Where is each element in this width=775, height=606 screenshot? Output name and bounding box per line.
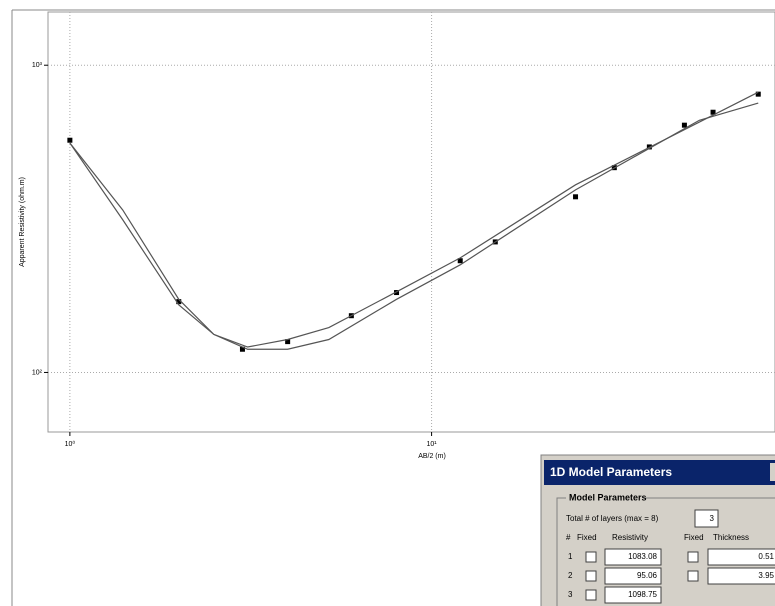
dialog-title: 1D Model Parameters bbox=[550, 465, 672, 479]
header: # bbox=[566, 533, 571, 542]
data-point bbox=[176, 299, 182, 305]
data-point bbox=[681, 122, 687, 128]
fixed-checkbox[interactable] bbox=[585, 570, 597, 582]
thickness-value: 3.95 bbox=[758, 571, 774, 580]
y-axis-label: Apparent Resistivity (ohm.m) bbox=[19, 177, 26, 267]
plot-frame bbox=[47, 11, 775, 433]
y-tick-label: 10² bbox=[32, 369, 43, 376]
data-point bbox=[755, 91, 761, 97]
resistivity-input[interactable] bbox=[604, 548, 662, 566]
header: Fixed bbox=[577, 533, 597, 542]
close-button[interactable] bbox=[770, 463, 775, 481]
data-point bbox=[67, 137, 73, 143]
fit-line bbox=[69, 91, 759, 348]
data-point bbox=[239, 346, 245, 352]
x-axis-label: AB/2 (m) bbox=[418, 453, 446, 460]
x-tick-label: 10⁰ bbox=[65, 440, 76, 448]
row-number: 3 bbox=[568, 590, 573, 599]
resistivity-value: 1098.75 bbox=[628, 590, 657, 599]
layers-label: Total # of layers (max = 8) bbox=[566, 514, 659, 523]
rows: 1 1083.08 0.51 2 95.06 3.95 3 1098.75 bbox=[568, 548, 775, 604]
layers-input[interactable] bbox=[694, 509, 719, 528]
fit-line bbox=[69, 102, 759, 350]
group-label-bg bbox=[566, 492, 644, 504]
data-point bbox=[457, 258, 463, 264]
resistivity-value: 1083.08 bbox=[628, 552, 657, 561]
dialog[interactable]: 1D Model Parameters Model Parameters Tot… bbox=[540, 454, 775, 606]
group-box bbox=[556, 497, 775, 606]
resistivity-input[interactable] bbox=[604, 586, 662, 604]
fixed-checkbox[interactable] bbox=[585, 589, 597, 601]
fixed-checkbox[interactable] bbox=[687, 570, 699, 582]
title-bar bbox=[544, 460, 775, 485]
resistivity-value: 95.06 bbox=[637, 571, 658, 580]
header: Thickness bbox=[713, 533, 749, 542]
data-point bbox=[573, 194, 579, 200]
data-point bbox=[710, 109, 716, 115]
thickness-value: 0.51 bbox=[758, 552, 774, 561]
header: Resistivity bbox=[612, 533, 648, 542]
row-number: 1 bbox=[568, 552, 573, 561]
thickness-input[interactable] bbox=[707, 567, 775, 585]
layers-value: 3 bbox=[710, 514, 715, 523]
fixed-checkbox[interactable] bbox=[687, 551, 699, 563]
header: Fixed bbox=[684, 533, 704, 542]
thickness-input[interactable] bbox=[707, 548, 775, 566]
fixed-checkbox[interactable] bbox=[585, 551, 597, 563]
data-point bbox=[394, 290, 400, 296]
row-number: 2 bbox=[568, 571, 573, 580]
x-tick-label: 10¹ bbox=[427, 441, 438, 448]
data-point bbox=[285, 339, 291, 345]
y-tick-label: 10³ bbox=[32, 62, 43, 69]
group-label: Model Parameters bbox=[569, 492, 647, 502]
resistivity-input[interactable] bbox=[604, 567, 662, 585]
plot: 10⁰ 10¹ 10² 10³ bbox=[32, 12, 775, 448]
